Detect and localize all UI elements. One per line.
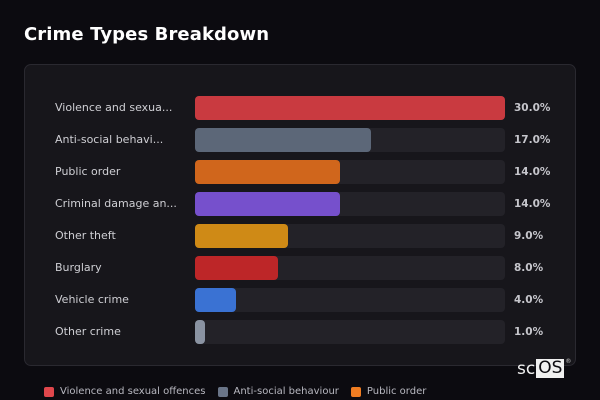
registered-mark-icon: ® <box>565 358 572 365</box>
watermark-part-a: sc <box>517 359 536 379</box>
bar-track <box>195 160 505 184</box>
watermark-part-b: OS <box>536 358 565 378</box>
bar-fill[interactable] <box>195 320 206 344</box>
legend-item[interactable]: Violence and sexual offences <box>44 386 206 397</box>
bar-fill[interactable] <box>195 96 505 120</box>
legend-swatch-icon <box>44 386 54 397</box>
bar-fill[interactable] <box>195 160 340 184</box>
bar-fill[interactable] <box>195 128 371 152</box>
bar-label: Anti-social behavi... <box>55 133 164 146</box>
bar-value: 17.0% <box>514 134 551 146</box>
bar-row: Criminal damage an... 14.0% <box>25 192 575 216</box>
legend-item[interactable]: Public order <box>350 386 427 397</box>
legend-item[interactable]: Anti-social behaviour <box>217 386 339 397</box>
bar-label: Burglary <box>55 261 102 274</box>
bar-label: Vehicle crime <box>55 293 129 306</box>
bar-label: Other theft <box>55 229 116 242</box>
legend-swatch-icon <box>217 386 228 397</box>
bar-row: Other theft 9.0% <box>25 224 575 248</box>
bar-track <box>195 256 505 280</box>
legend-label: Violence and sexual offences <box>60 386 206 397</box>
bar-label: Criminal damage an... <box>55 197 177 210</box>
bar-label: Public order <box>55 165 121 178</box>
bar-fill[interactable] <box>195 224 288 248</box>
bar-row: Other crime 1.0% <box>25 320 575 344</box>
legend-swatch-icon <box>350 386 361 397</box>
bar-label: Other crime <box>55 325 121 338</box>
bar-track <box>195 224 505 248</box>
bar-track <box>195 288 505 312</box>
chart-legend: Violence and sexual offences Anti-social … <box>44 386 426 397</box>
bar-fill[interactable] <box>195 192 340 216</box>
bar-track <box>195 128 505 152</box>
bar-row: Public order 14.0% <box>25 160 575 184</box>
bar-track <box>195 96 505 120</box>
bar-track <box>195 320 505 344</box>
bar-value: 4.0% <box>514 294 544 306</box>
chart-title: Crime Types Breakdown <box>24 24 270 45</box>
chart-card: Violence and sexua... 30.0% Anti-social be… <box>24 64 576 366</box>
bar-row: Anti-social behavi... 17.0% <box>25 128 575 152</box>
bar-row: Burglary 8.0% <box>25 256 575 280</box>
bar-value: 30.0% <box>514 102 551 114</box>
bar-track <box>195 192 505 216</box>
bar-label: Violence and sexua... <box>55 101 173 114</box>
bar-value: 1.0% <box>514 326 544 338</box>
bar-value: 14.0% <box>514 198 551 210</box>
bar-row: Vehicle crime 4.0% <box>25 288 575 312</box>
legend-label: Anti-social behaviour <box>233 386 339 397</box>
bar-value: 8.0% <box>514 262 544 274</box>
watermark-logo: sc OS ® <box>517 358 572 379</box>
legend-label: Public order <box>366 386 427 397</box>
bar-value: 9.0% <box>514 230 544 242</box>
bar-row: Violence and sexua... 30.0% <box>25 96 575 120</box>
bar-fill[interactable] <box>195 288 237 312</box>
bar-value: 14.0% <box>514 166 551 178</box>
bar-fill[interactable] <box>195 256 278 280</box>
